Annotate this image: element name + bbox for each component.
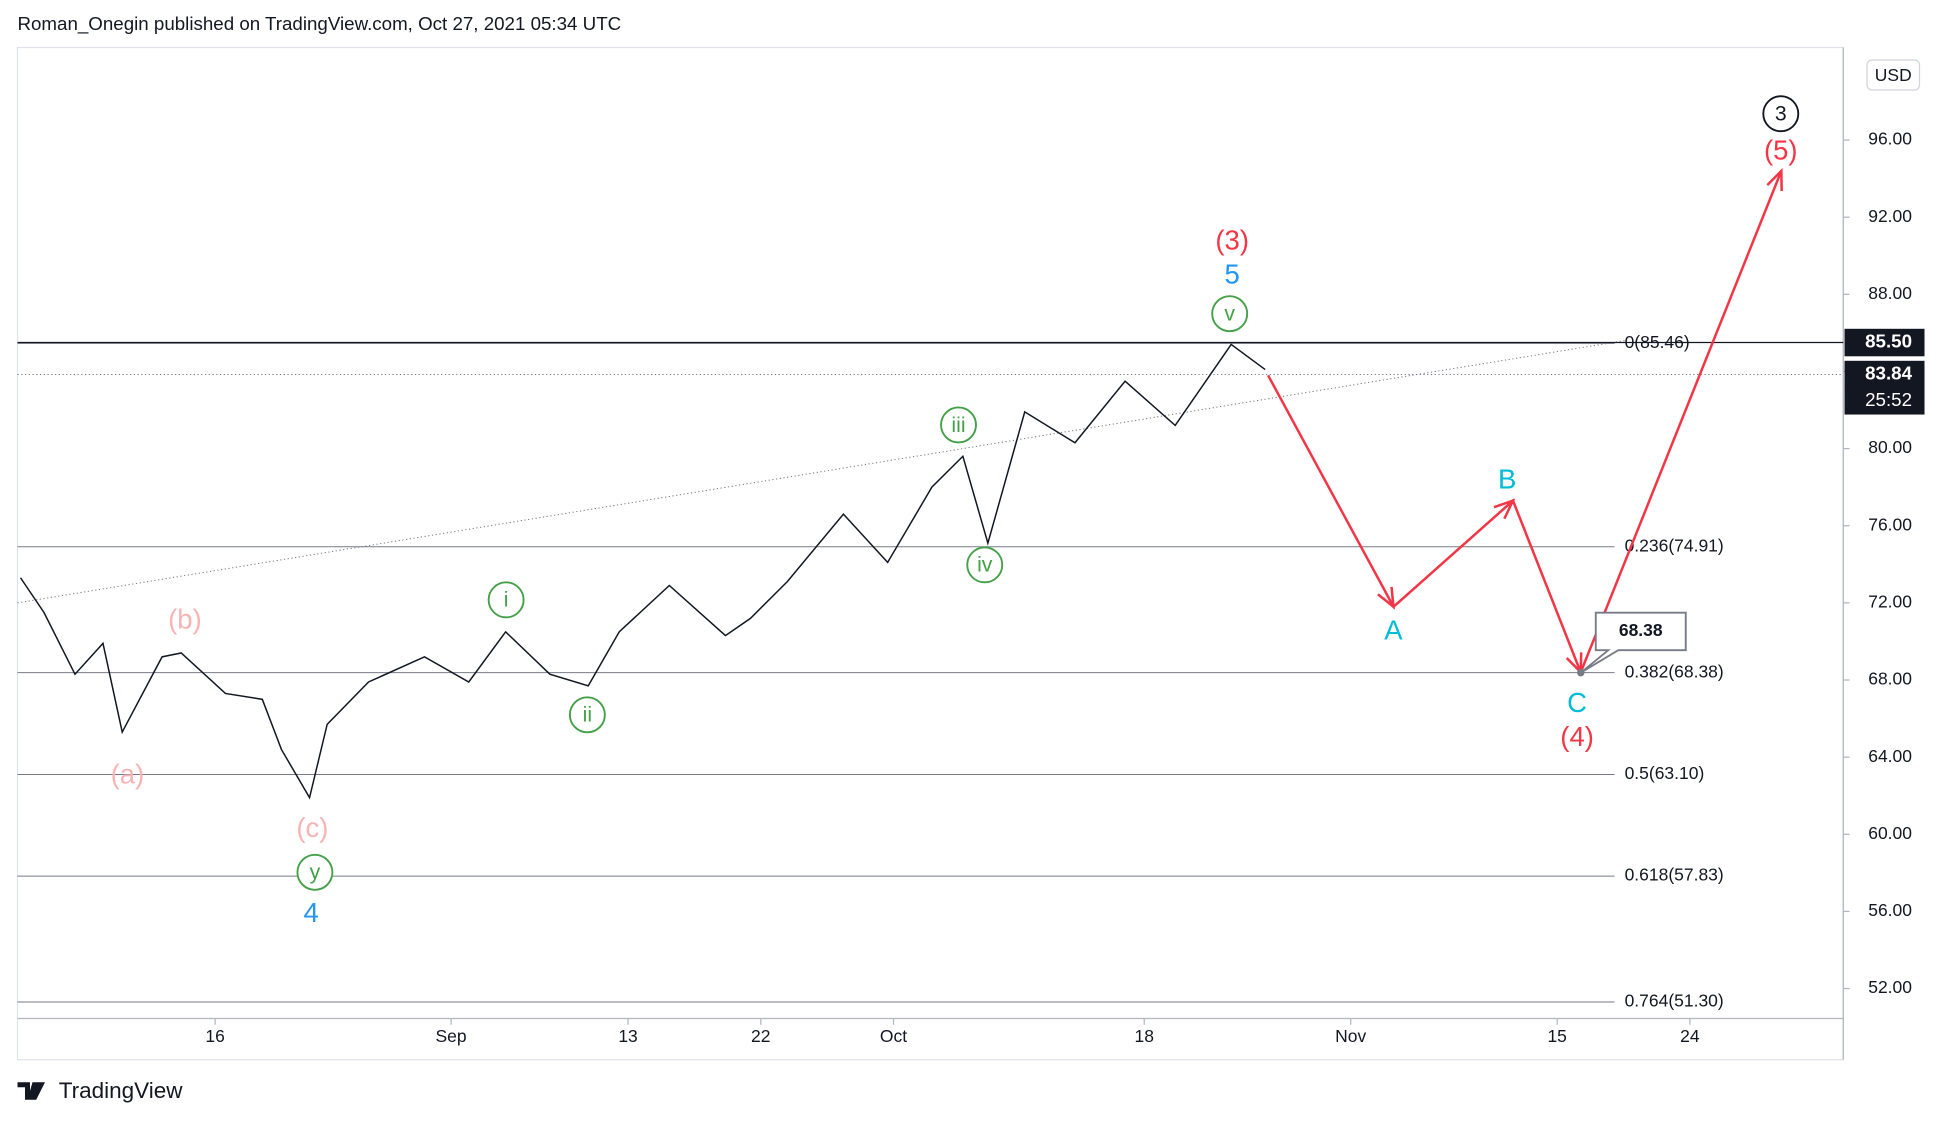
price-label: 85.50 (1865, 330, 1912, 351)
y-tick-label: 88.00 (1868, 283, 1912, 303)
wave-label: (5) (1764, 135, 1798, 166)
price-label: 83.84 (1865, 363, 1912, 384)
wave-label: (a) (111, 758, 145, 789)
x-tick-label: 18 (1135, 1026, 1154, 1046)
wave-label: 5 (1225, 258, 1240, 289)
callout-label: 68.38 (1619, 620, 1663, 640)
price-line-series (19, 343, 1266, 800)
fib-label: 0.382(68.38) (1625, 661, 1724, 681)
y-tick-label: 60.00 (1868, 823, 1912, 843)
wave-circle (1211, 295, 1249, 333)
plot-frame (16, 46, 1844, 1061)
arrow-head (1766, 167, 1783, 191)
arrow-head (1377, 586, 1396, 610)
timer: 25:52 (1865, 389, 1912, 410)
wave-label: (4) (1560, 721, 1594, 752)
wave-circle (940, 406, 977, 444)
wave-circle (296, 853, 334, 891)
wave-circle (966, 546, 1004, 584)
fib-label: 0.618(57.83) (1625, 865, 1724, 885)
fib-label: 0.5(63.10) (1625, 763, 1705, 783)
header: Roman_Onegin published on TradingView.co… (17, 13, 621, 35)
x-tick-label: Sep (436, 1026, 467, 1046)
arrow-head (1493, 498, 1516, 520)
price-label-box (1844, 360, 1925, 389)
logo: TradingView (17, 1078, 183, 1103)
x-tick-label: Nov (1335, 1026, 1366, 1046)
footer: TradingView (59, 1078, 183, 1103)
wave-label: 3 (1775, 102, 1787, 126)
y-tick-label: 76.00 (1868, 514, 1912, 534)
y-tick-label: 80.00 (1868, 437, 1912, 457)
x-tick-label: 15 (1547, 1026, 1566, 1046)
trendline (17, 340, 1626, 604)
wave-label: A (1384, 615, 1403, 646)
currency: USD (1875, 65, 1912, 85)
wave-label: 4 (304, 897, 319, 928)
y-tick-label: 64.00 (1868, 746, 1912, 766)
wave-label: ii (583, 703, 592, 727)
projection (1266, 170, 1783, 676)
y-tick-label: 56.00 (1868, 900, 1912, 920)
wave-label: B (1498, 463, 1516, 494)
wave-label: iii (951, 413, 965, 437)
wave-circle (1762, 95, 1800, 133)
y-tick-label: 52.00 (1868, 977, 1912, 997)
y-tick-label: 92.00 (1868, 206, 1912, 226)
wave-label: v (1224, 302, 1235, 326)
fib-label: 0.236(74.91) (1625, 535, 1724, 555)
wave-label: C (1567, 687, 1587, 718)
y-tick-label: 96.00 (1868, 129, 1912, 149)
price-label-box (1844, 328, 1925, 357)
wave-label: i (504, 588, 509, 612)
x-tick-label: 22 (751, 1026, 770, 1046)
callout-box (1580, 611, 1687, 674)
wave-label: (b) (168, 603, 202, 634)
logo-mark (17, 1082, 45, 1100)
wave-label: (3) (1215, 225, 1249, 256)
wave-label: iv (977, 553, 993, 577)
wave-label: y (310, 860, 321, 884)
y-tick-label: 68.00 (1868, 669, 1912, 689)
currency-box (1866, 59, 1921, 91)
x-tick-label: 24 (1680, 1026, 1700, 1046)
x-tick-label: 16 (205, 1026, 224, 1046)
fib-label: 0.764(51.30) (1625, 991, 1724, 1011)
timer-box (1844, 387, 1925, 415)
x-tick-label: Oct (880, 1026, 907, 1046)
wave-circle (487, 581, 525, 619)
wave-circle (568, 696, 606, 734)
wave-label: (c) (296, 812, 328, 843)
x-tick-label: 13 (618, 1026, 637, 1046)
y-tick-label: 72.00 (1868, 592, 1912, 612)
